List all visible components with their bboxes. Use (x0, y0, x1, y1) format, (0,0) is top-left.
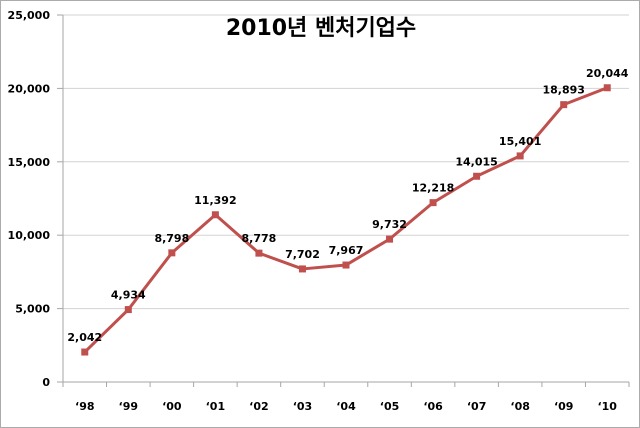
x-axis-label: ‘04 (336, 400, 356, 413)
x-axis-label: ‘05 (380, 400, 400, 413)
y-axis-label: 25,000 (8, 9, 51, 22)
data-point-marker (168, 249, 176, 257)
x-axis-label: ‘09 (554, 400, 574, 413)
data-point-label: 8,778 (242, 232, 277, 245)
data-point-marker (298, 265, 306, 273)
data-point-label: 11,392 (194, 194, 236, 207)
data-point-label: 9,732 (372, 218, 407, 231)
x-axis-label: ‘01 (206, 400, 226, 413)
x-axis-label: ‘10 (597, 400, 617, 413)
data-point-label: 15,401 (499, 135, 541, 148)
data-point-label: 2,042 (67, 331, 102, 344)
x-axis-label: ‘06 (423, 400, 443, 413)
data-point-marker (255, 249, 263, 257)
data-point-label: 20,044 (586, 67, 629, 80)
data-point-marker (603, 84, 611, 92)
y-axis-label: 20,000 (8, 82, 51, 95)
y-axis-label: 5,000 (15, 303, 50, 316)
x-axis-label: ‘08 (510, 400, 530, 413)
x-axis-label: ‘99 (119, 400, 139, 413)
data-point-label: 14,015 (455, 155, 497, 168)
y-axis-label: 10,000 (8, 229, 51, 242)
x-axis-label: ‘07 (467, 400, 487, 413)
data-point-marker (516, 152, 524, 160)
data-point-marker (211, 211, 219, 219)
x-axis-label: ‘03 (293, 400, 313, 413)
data-point-marker (124, 306, 132, 314)
y-axis-label: 0 (42, 376, 50, 389)
data-point-marker (81, 348, 89, 356)
data-point-label: 12,218 (412, 182, 454, 195)
data-point-marker (560, 101, 568, 109)
x-axis-label: ‘98 (75, 400, 95, 413)
data-point-marker (429, 199, 437, 207)
data-point-label: 7,967 (329, 244, 364, 257)
series-line (83, 86, 608, 354)
y-axis-label: 15,000 (8, 156, 51, 169)
data-point-label: 8,798 (154, 232, 189, 245)
data-point-label: 4,934 (111, 289, 146, 302)
data-point-label: 7,702 (285, 248, 320, 261)
data-point-label: 18,893 (542, 84, 584, 97)
x-axis-label: ‘00 (162, 400, 182, 413)
data-point-marker (473, 172, 481, 180)
data-point-marker (342, 261, 350, 269)
data-point-marker (386, 235, 394, 243)
x-axis-label: ‘02 (249, 400, 269, 413)
